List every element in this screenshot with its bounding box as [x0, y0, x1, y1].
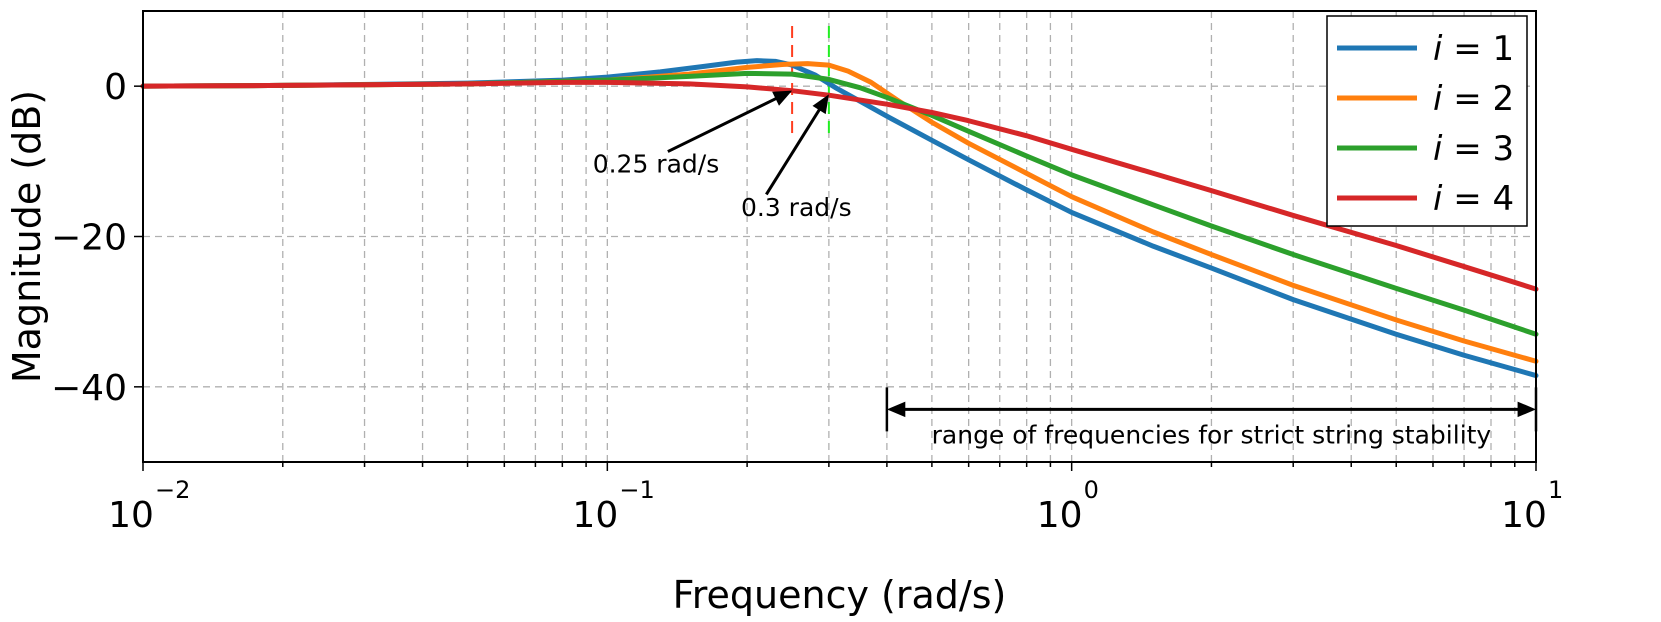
x-tick-label-exponent: −2	[155, 476, 190, 504]
y-axis-label: Magnitude (dB)	[5, 90, 49, 383]
x-tick-label: 10	[1037, 495, 1083, 536]
x-tick-label-exponent: −1	[619, 476, 654, 504]
x-tick-label-exponent: 1	[1548, 476, 1563, 504]
y-tick-label: −20	[51, 218, 127, 259]
x-axis-label: Frequency (rad/s)	[673, 573, 1007, 617]
x-tick-label: 10	[572, 495, 618, 536]
legend: i = 1 i = 2 i = 3 i = 4	[1326, 15, 1528, 227]
legend-label-2: i = 2	[1433, 79, 1514, 119]
legend-box	[1326, 15, 1528, 227]
annotation-label-2: 0.3 rad/s	[741, 193, 852, 222]
y-tick-label: 0	[104, 67, 127, 108]
x-tick-label: 10	[108, 495, 154, 536]
annotation-arrow-1	[667, 95, 781, 153]
legend-label-3: i = 3	[1433, 129, 1514, 169]
annotation-label-1: 0.25 rad/s	[593, 150, 720, 179]
series-line-1	[140, 58, 1539, 379]
series-line-4	[140, 79, 1539, 292]
annotations: 0.25 rad/s 0.3 rad/s range of frequencies …	[593, 90, 1538, 450]
annotation-arrowhead-2	[812, 94, 829, 115]
annotation-arrow-2	[765, 105, 823, 196]
y-tick-label: −40	[51, 368, 127, 409]
legend-label-4: i = 4	[1433, 179, 1514, 219]
range-arrowhead-right	[1517, 401, 1536, 418]
range-label: range of frequencies for strict string s…	[932, 421, 1492, 450]
series-lines	[140, 58, 1539, 379]
legend-label-1: i = 1	[1433, 29, 1514, 69]
range-arrowhead-left	[886, 401, 906, 418]
annotation-arrowhead-1	[772, 90, 793, 106]
x-tick-label: 10	[1501, 495, 1547, 536]
x-tick-label-exponent: 0	[1084, 476, 1099, 504]
